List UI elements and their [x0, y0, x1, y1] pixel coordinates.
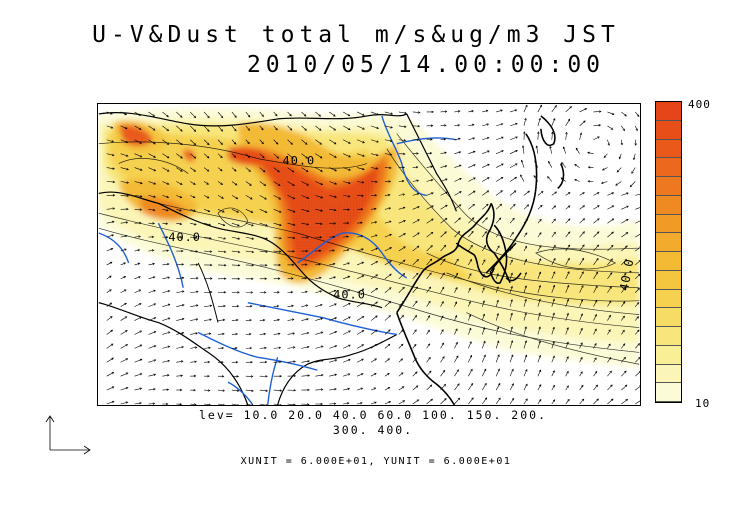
- colorbar-segment: [656, 270, 681, 290]
- colorbar-segment: [656, 345, 681, 365]
- colorbar-min-label: 10: [695, 397, 711, 410]
- rivers: [98, 115, 457, 405]
- colorbar-segment: [656, 139, 681, 159]
- reference-vector-icon: [45, 415, 91, 455]
- colorbar-segment: [656, 214, 681, 234]
- colorbar-segment: [656, 289, 681, 309]
- unit-vector-text: XUNIT = 6.000E+01, YUNIT = 6.000E+01: [240, 456, 512, 467]
- dust-peak-stipple: [272, 173, 375, 261]
- contour-label-3: 40.0: [333, 288, 366, 302]
- colorbar-segment: [656, 364, 681, 384]
- colorbar-segment: [656, 158, 681, 177]
- colorbar-segment: [656, 177, 681, 196]
- contour-label-1: 40.0: [283, 154, 316, 168]
- colorbar-segment: [656, 383, 681, 402]
- dust-map: 40.0 40.0 40.0 40.0: [97, 103, 641, 406]
- colorbar-segment: [656, 252, 681, 271]
- map-title-line1: U-V&Dust total m/s&ug/m3 JST: [92, 22, 620, 48]
- wind-vectors: [106, 104, 640, 405]
- contour-levels-line1: lev= 10.0 20.0 40.0 60.0 100. 150. 200.: [198, 408, 548, 422]
- colorbar-segment: [656, 327, 681, 346]
- colorbar-max-label: 400: [688, 98, 711, 111]
- colorbar: [655, 101, 682, 403]
- contour-levels-line2: 300. 400.: [332, 423, 414, 437]
- colorbar-segment: [656, 233, 681, 252]
- map-title-line2: 2010/05/14.00:00:00: [246, 52, 606, 78]
- colorbar-segment: [656, 102, 681, 121]
- coastlines: [98, 111, 565, 405]
- colorbar-segment: [656, 120, 681, 140]
- colorbar-segment: [656, 195, 681, 215]
- contour-label-2: 40.0: [168, 230, 201, 244]
- contour-label-4: 40.0: [617, 257, 636, 292]
- colorbar-segment: [656, 308, 681, 327]
